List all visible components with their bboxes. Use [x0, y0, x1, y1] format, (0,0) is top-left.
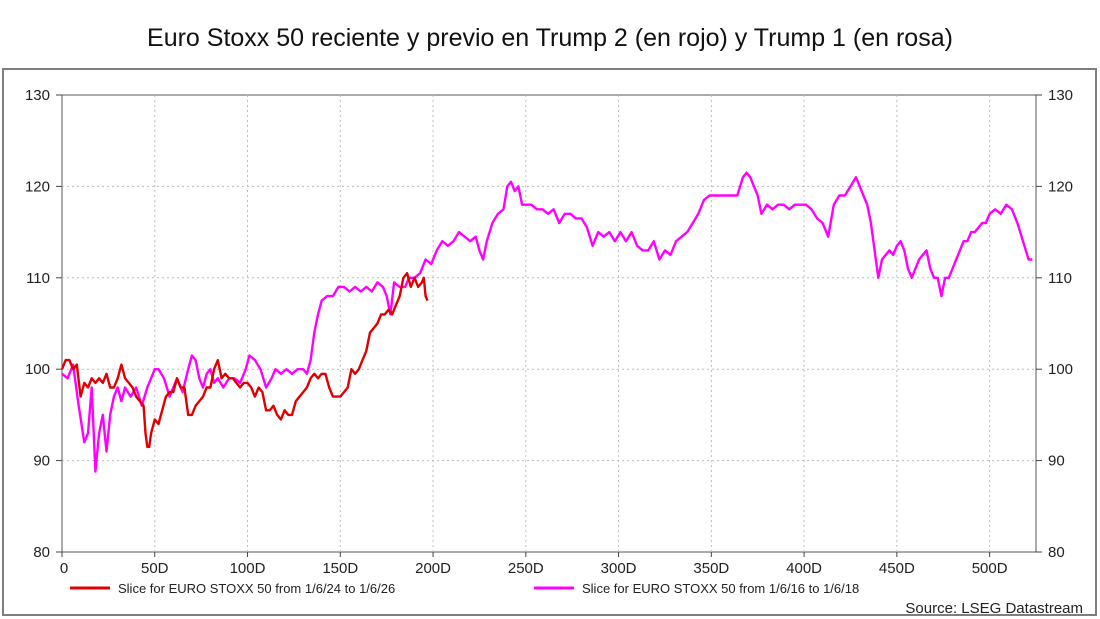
y-tick-label-left: 90	[33, 453, 50, 470]
x-tick-label: 100D	[230, 560, 266, 577]
y-tick-label-right: 90	[1048, 453, 1065, 470]
x-tick-label: 500D	[972, 560, 1008, 577]
series-lines	[60, 171, 1033, 473]
x-tick-label: 350D	[693, 560, 729, 577]
chart-title: Euro Stoxx 50 reciente y previo en Trump…	[147, 24, 953, 52]
gridlines	[56, 94, 1042, 557]
y-tick-label-left: 130	[25, 87, 50, 104]
y-tick-label-right: 100	[1048, 361, 1073, 378]
x-tick-label: 450D	[879, 560, 915, 577]
x-tick-label: 0	[60, 560, 68, 577]
x-tick-label: 300D	[601, 560, 637, 577]
y-tick-label-left: 110	[26, 270, 50, 287]
series-line-trump2-red	[60, 272, 429, 449]
legend-label: Slice for EURO STOXX 50 from 1/6/16 to 1…	[582, 581, 859, 596]
plot-area	[61, 94, 1037, 553]
y-tick-label-left: 120	[25, 178, 50, 195]
x-tick-label: 150D	[322, 560, 358, 577]
x-tick-label: 250D	[508, 560, 544, 577]
y-tick-label-left: 80	[33, 544, 50, 561]
y-tick-label-right: 110	[1048, 270, 1072, 287]
y-tick-label-right: 120	[1048, 178, 1073, 195]
y-tick-label-left: 100	[25, 361, 50, 378]
legend: Slice for EURO STOXX 50 from 1/6/24 to 1…	[70, 581, 859, 596]
x-tick-label: 400D	[786, 560, 822, 577]
legend-label: Slice for EURO STOXX 50 from 1/6/24 to 1…	[118, 581, 395, 596]
x-tick-label: 50D	[141, 560, 169, 577]
source-label: Source: LSEG Datastream	[905, 600, 1083, 617]
chart-frame	[2, 68, 1097, 616]
x-tick-label: 200D	[415, 560, 451, 577]
y-tick-label-right: 130	[1048, 87, 1073, 104]
tick-labels: 80 80 90 90 100 100 110 110 120 120 130 130 0 50D 100D…	[25, 87, 1073, 577]
y-tick-label-right: 80	[1048, 544, 1065, 561]
